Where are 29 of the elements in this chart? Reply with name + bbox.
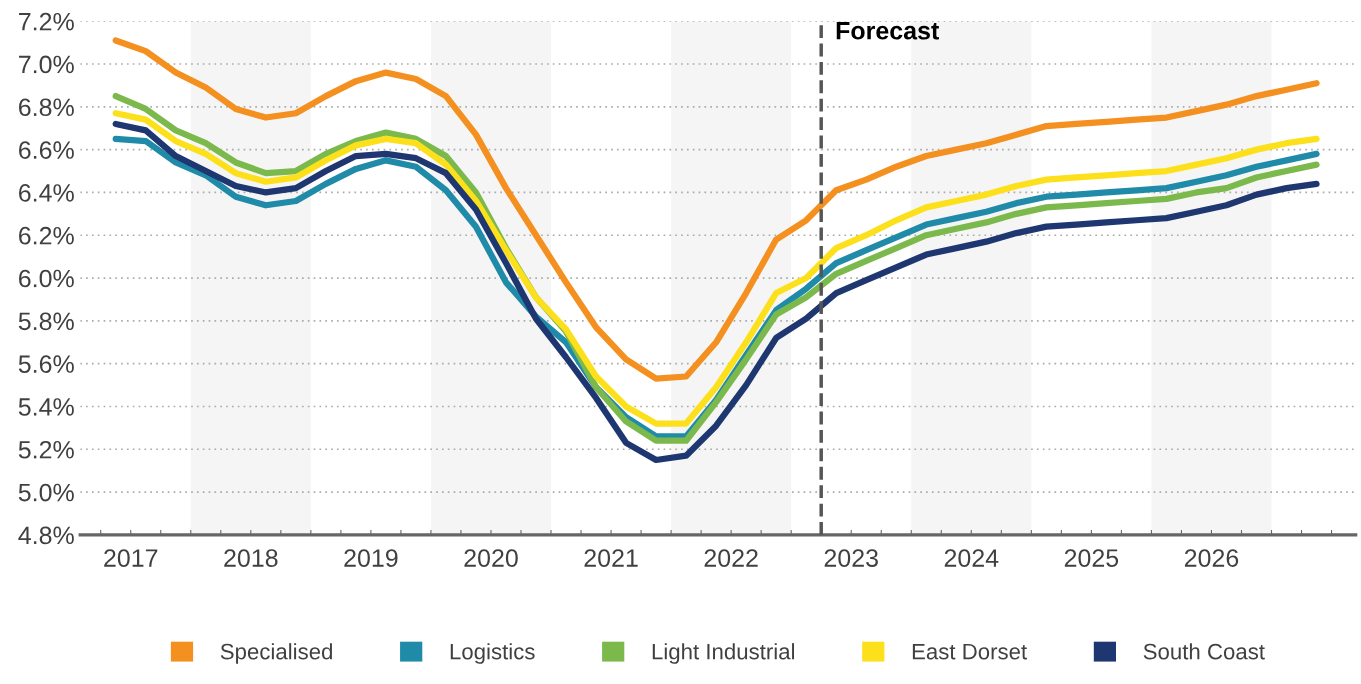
y-tick-label: 5.6% [18,355,74,373]
y-tick-label: 5.0% [18,483,74,502]
legend-label: East Dorset [912,643,1027,660]
y-tick-label: 5.2% [18,440,74,459]
legend-label: Logistics [450,643,535,664]
x-tick-label: 2023 [824,549,878,567]
y-tick-label: 7.2% [19,12,74,31]
x-tick-label: 2017 [104,549,158,567]
x-tick-label: 2026 [1184,549,1239,567]
x-tick-label: 2019 [344,549,398,567]
ref-line-label: Forecast [836,22,939,40]
x-tick-label: 2022 [704,549,758,567]
x-tick-label: 2020 [464,549,518,567]
y-tick-label: 5.8% [18,312,74,331]
y-tick-label: 6.0% [19,269,74,288]
x-tick-label: 2025 [1064,549,1119,567]
legend-label: Specialised [220,643,332,664]
y-tick-label: 6.2% [19,226,74,245]
y-tick-label: 6.4% [19,184,74,202]
y-tick-label: 7.0% [19,55,74,74]
y-tick-label: 4.8% [18,526,74,545]
y-tick-label: 6.6% [19,141,74,159]
y-tick-label: 5.4% [18,398,74,416]
x-tick-label: 2018 [224,549,278,567]
y-tick-label: 6.8% [19,98,74,117]
x-tick-label: 2021 [584,549,638,567]
legend-label: Light Industrial [652,643,795,664]
legend-label: South Coast [1143,643,1265,660]
x-tick-label: 2024 [944,549,999,567]
